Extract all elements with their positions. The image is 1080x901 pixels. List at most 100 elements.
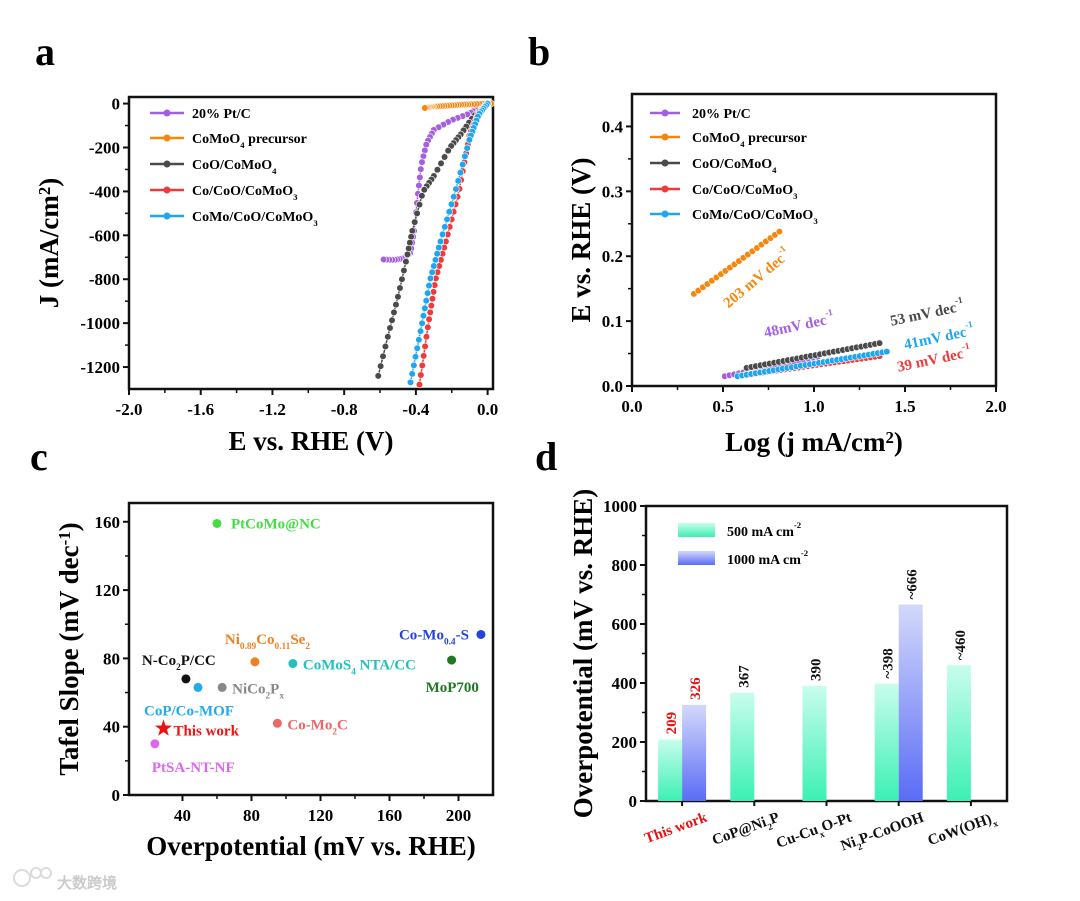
bar [946,665,971,801]
data-point [384,333,392,341]
legend-label: CoMoO4 precursor [192,132,307,150]
slope-annotation: 53 mV dec-1​ [888,295,966,329]
y-tick-label: 200 [612,733,638,752]
legend-label: 20% Pt/C [692,107,751,122]
point-label: Ni0.89Co0.11Se2​ [225,632,310,652]
x-category-label: This work [643,809,711,847]
data-point [430,262,438,270]
legend-label: 1000 mA cm-2​ [727,548,808,568]
bar-value-label: ~666 [905,569,921,600]
x-category-label: Ni2P-CoOOH [839,810,928,859]
legend-swatch [678,551,715,565]
bar [658,739,683,801]
point-label: PtSA-NT-NF [152,760,235,776]
data-point [386,324,394,332]
data-point [411,218,419,226]
point-label: Co-Mo2C [287,717,348,737]
data-point [415,181,423,190]
y-tick-label: 600 [612,615,638,634]
x-tick-label: 200 [446,806,472,825]
legend-marker [661,109,669,117]
data-point [413,344,421,352]
legend-label: CoO/CoMoO4​ [692,157,777,175]
point-label: NiCo2Px​ [232,681,284,701]
data-point [417,371,425,379]
y-tick-label: -600 [89,226,120,245]
y-tick-label: 80 [103,649,120,668]
y-tick-label: 800 [612,556,638,575]
point-label: MoP700 [426,680,479,696]
x-axis-title: E vs. RHE (V) [228,426,393,456]
data-point [415,200,424,209]
data-point [426,274,435,282]
data-point [422,333,431,341]
data-point [418,319,426,327]
plot-frame [127,501,495,797]
y-tick-label: 0 [112,786,121,805]
x-tick-label: 0.5 [712,397,733,416]
data-point [435,244,443,252]
x-tick-label: 2.0 [985,397,1006,416]
y-tick-label: 0.3 [602,182,623,201]
data-point [411,353,420,361]
series-1 [690,227,784,298]
data-point [422,140,430,149]
data-point [433,250,441,258]
scatter-point [217,682,227,692]
data-point [419,152,428,160]
y-axis-title: E vs. RHE (V) [566,157,596,322]
data-point [443,215,451,223]
y-tick-label: 120 [95,581,121,600]
legend-swatch [678,523,715,537]
y-tick-label: 1000 [603,497,637,516]
x-tick-label: 80 [243,806,260,825]
data-point [408,227,416,235]
x-tick-label: -0.8 [331,400,358,419]
y-tick-label: 0 [112,95,121,114]
data-point [420,352,428,360]
data-point [421,342,429,350]
data-point [450,193,458,201]
point-label: PtCoMo@NC [231,516,321,532]
data-point [426,308,434,317]
data-point [463,144,471,152]
y-tick-label: 0.0 [602,377,623,396]
data-point [437,159,445,167]
data-point [374,372,382,380]
bar-value-label: 390 [809,658,825,681]
y-tick-label: -1000 [80,314,120,333]
data-point [390,308,398,317]
data-point [379,352,387,360]
data-point [428,268,436,276]
data-point [402,258,410,266]
series-1 [421,99,495,112]
x-tick-label: 1.5 [894,397,915,416]
bar [874,683,899,801]
point-label: CoMoS4 NTA/CC [303,658,416,678]
x-tick-label: 120 [308,806,334,825]
bar-value-label: ~398 [881,648,897,678]
point-label: CoP/Co-MOF [144,703,234,719]
data-point [875,339,884,347]
y-axis-title: Tafel Slope (mV dec-1) [54,522,84,775]
x-category-label: CoW(OH)x​ [926,810,1000,853]
y-tick-label: 0 [629,792,638,811]
point-label: N-Co2P/CC [142,653,216,673]
data-point [465,136,473,144]
data-point [438,230,447,238]
scatter-point [447,655,457,665]
data-point [417,165,425,173]
x-tick-label: 40 [174,806,191,825]
data-point [406,378,415,387]
legend-marker [163,212,171,220]
data-point [459,160,467,169]
bar-value-label: 326 [688,677,704,700]
legend-label: 500 mA cm-2​ [727,520,801,540]
data-point [444,147,452,155]
legend-marker [661,185,669,193]
y-tick-label: 0.1 [602,312,623,331]
scatter-point [181,674,191,684]
scatter-point [250,657,260,667]
legend-label: CoMo/CoO/CoMoO3​ [692,208,818,226]
